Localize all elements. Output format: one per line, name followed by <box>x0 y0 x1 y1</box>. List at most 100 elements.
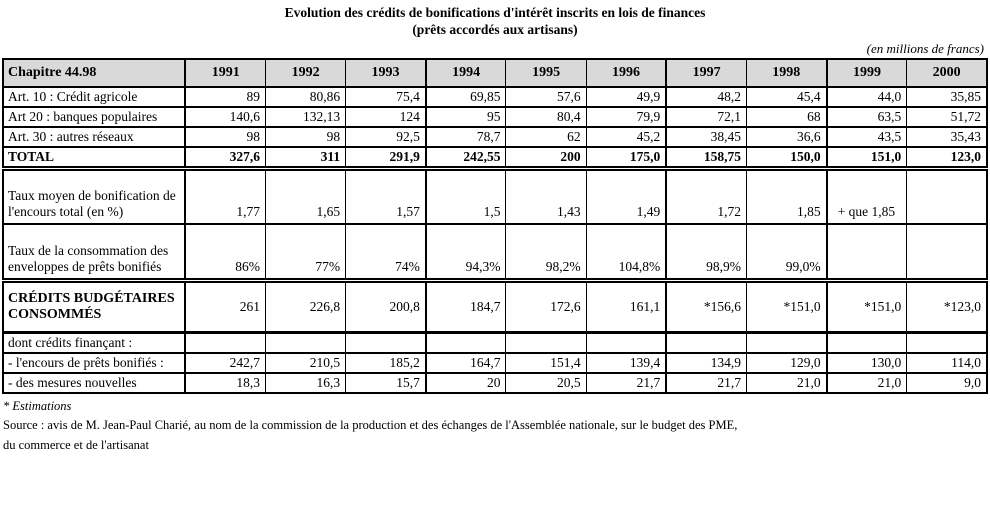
cell-encours-1997: 134,9 <box>665 351 747 374</box>
cell-taux-consommation-1996: 104,8% <box>585 223 667 283</box>
cell-taux-consommation-1997: 98,9% <box>665 223 747 283</box>
cell-total-1991: 327,6 <box>184 145 267 171</box>
cell-dont-credits-1996 <box>585 331 667 354</box>
cell-dont-credits-1992 <box>265 331 347 354</box>
table-row-total: TOTAL 327,6 311 291,9 242,55 200 175,0 158,75 15… <box>2 145 988 171</box>
cell-taux-moyen-1994: 1,5 <box>424 167 507 226</box>
column-header-year-2000: 2000 <box>906 57 988 88</box>
column-header-year-1998: 1998 <box>745 57 828 88</box>
row-label-mesures-nouvelles: - des mesures nouvelles <box>2 371 186 394</box>
cell-taux-consommation-1995: 98,2% <box>505 223 587 283</box>
cell-taux-moyen-1999: + que 1,85 <box>825 167 908 226</box>
cell-taux-moyen-1993: 1,57 <box>345 167 427 226</box>
cell-total-2000: 123,0 <box>906 145 988 171</box>
cell-art-20-1995: 80,4 <box>505 105 587 128</box>
cell-credits-budgetaires-1995: 172,6 <box>505 279 587 334</box>
cell-credits-budgetaires-1992: 226,8 <box>265 279 347 334</box>
table-title-line1: Evolution des crédits de bonifications d… <box>284 5 706 20</box>
cell-art-10-1994: 69,85 <box>424 85 507 108</box>
cell-mesures-nouvelles-1991: 18,3 <box>184 371 267 394</box>
cell-encours-1996: 139,4 <box>585 351 667 374</box>
cell-art-10-1998: 45,4 <box>745 85 828 108</box>
cell-art-30-1993: 92,5 <box>345 125 427 148</box>
cell-dont-credits-1994 <box>424 331 507 354</box>
column-header-year-1992: 1992 <box>265 57 347 88</box>
cell-taux-moyen-1992: 1,65 <box>265 167 347 226</box>
cell-credits-budgetaires-1999: *151,0 <box>825 279 908 334</box>
cell-taux-consommation-1999 <box>825 223 908 283</box>
cell-art-30-1998: 36,6 <box>745 125 828 148</box>
footnotes: * Estimations Source : avis de M. Jean-P… <box>3 397 990 455</box>
cell-total-1997: 158,75 <box>665 145 747 171</box>
cell-total-1996: 175,0 <box>585 145 667 171</box>
cell-art-20-1998: 68 <box>745 105 828 128</box>
credits-bonifications-table: Chapitre 44.98 1991 1992 1993 1994 1995 1996 19… <box>2 57 988 394</box>
cell-dont-credits-2000 <box>906 331 988 354</box>
source-note-line2: du commerce et de l'artisanat <box>3 437 149 452</box>
cell-taux-moyen-1998: 1,85 <box>745 167 828 226</box>
cell-art-10-1995: 57,6 <box>505 85 587 108</box>
cell-encours-1994: 164,7 <box>424 351 507 374</box>
cell-art-20-1993: 124 <box>345 105 427 128</box>
cell-art-20-1991: 140,6 <box>184 105 267 128</box>
cell-mesures-nouvelles-1995: 20,5 <box>505 371 587 394</box>
row-label-dont-credits: dont crédits finançant : <box>2 331 186 354</box>
cell-art-20-1997: 72,1 <box>665 105 747 128</box>
table-row-encours: - l'encours de prêts bonifiés :242,7 210,… <box>2 351 988 374</box>
row-label-art-10: Art. 10 : Crédit agricole <box>2 85 186 108</box>
cell-dont-credits-1993 <box>345 331 427 354</box>
cell-taux-moyen-2000 <box>906 167 988 226</box>
cell-credits-budgetaires-1998: *151,0 <box>745 279 828 334</box>
cell-total-1998: 150,0 <box>745 145 828 171</box>
row-label-total: TOTAL <box>2 145 186 171</box>
column-header-year-1999: 1999 <box>825 57 908 88</box>
cell-mesures-nouvelles-1999: 21,0 <box>825 371 908 394</box>
table-row-art-30: Art. 30 : autres réseaux 98 98 92,5 78,7 62 45… <box>2 125 988 148</box>
cell-credits-budgetaires-2000: *123,0 <box>906 279 988 334</box>
cell-dont-credits-1995 <box>505 331 587 354</box>
row-label-credits-budgetaires: CRÉDITS BUDGÉTAIRES CONSOMMÉS <box>2 279 186 334</box>
table-row-taux-moyen: Taux moyen de bonification de l'encours … <box>2 167 988 226</box>
column-header-year-1993: 1993 <box>345 57 427 88</box>
cell-art-30-1992: 98 <box>265 125 347 148</box>
cell-art-20-1994: 95 <box>424 105 507 128</box>
table-header: Chapitre 44.98 1991 1992 1993 1994 1995 1996 19… <box>2 57 988 88</box>
cell-taux-consommation-1998: 99,0% <box>745 223 828 283</box>
cell-taux-consommation-1993: 74% <box>345 223 427 283</box>
cell-total-1992: 311 <box>265 145 347 171</box>
cell-total-1993: 291,9 <box>345 145 427 171</box>
cell-mesures-nouvelles-1997: 21,7 <box>665 371 747 394</box>
row-label-taux-consommation: Taux de la consommation des enveloppes d… <box>2 223 186 283</box>
cell-total-1994: 242,55 <box>424 145 507 171</box>
cell-art-10-1993: 75,4 <box>345 85 427 108</box>
table-row-credits-budgetaires: CRÉDITS BUDGÉTAIRES CONSOMMÉS 261 226,8 200… <box>2 279 988 334</box>
cell-encours-1998: 129,0 <box>745 351 828 374</box>
estimations-note: * Estimations <box>3 398 72 413</box>
table-row-taux-consommation: Taux de la consommation des enveloppes d… <box>2 223 988 283</box>
cell-encours-2000: 114,0 <box>906 351 988 374</box>
cell-art-10-1991: 89 <box>184 85 267 108</box>
cell-art-10-1992: 80,86 <box>265 85 347 108</box>
column-header-year-1997: 1997 <box>665 57 747 88</box>
column-header-year-1995: 1995 <box>505 57 587 88</box>
cell-encours-1993: 185,2 <box>345 351 427 374</box>
cell-taux-moyen-1997: 1,72 <box>665 167 747 226</box>
header-row: Chapitre 44.98 1991 1992 1993 1994 1995 1996 19… <box>2 57 988 88</box>
cell-mesures-nouvelles-1994: 20 <box>424 371 507 394</box>
cell-dont-credits-1998 <box>745 331 828 354</box>
cell-encours-1995: 151,4 <box>505 351 587 374</box>
cell-mesures-nouvelles-2000: 9,0 <box>906 371 988 394</box>
cell-art-20-2000: 51,72 <box>906 105 988 128</box>
cell-credits-budgetaires-1991: 261 <box>184 279 267 334</box>
row-label-taux-moyen: Taux moyen de bonification de l'encours … <box>2 167 186 226</box>
table-row-art-20: Art 20 : banques populaires 140,6 132,13 12… <box>2 105 988 128</box>
row-label-art-30: Art. 30 : autres réseaux <box>2 125 186 148</box>
cell-taux-moyen-1996: 1,49 <box>585 167 667 226</box>
column-header-year-1994: 1994 <box>424 57 507 88</box>
column-header-year-1996: 1996 <box>585 57 667 88</box>
cell-mesures-nouvelles-1998: 21,0 <box>745 371 828 394</box>
units-note: (en millions de francs) <box>866 40 984 56</box>
cell-taux-consommation-1991: 86% <box>184 223 267 283</box>
cell-taux-consommation-1994: 94,3% <box>424 223 507 283</box>
